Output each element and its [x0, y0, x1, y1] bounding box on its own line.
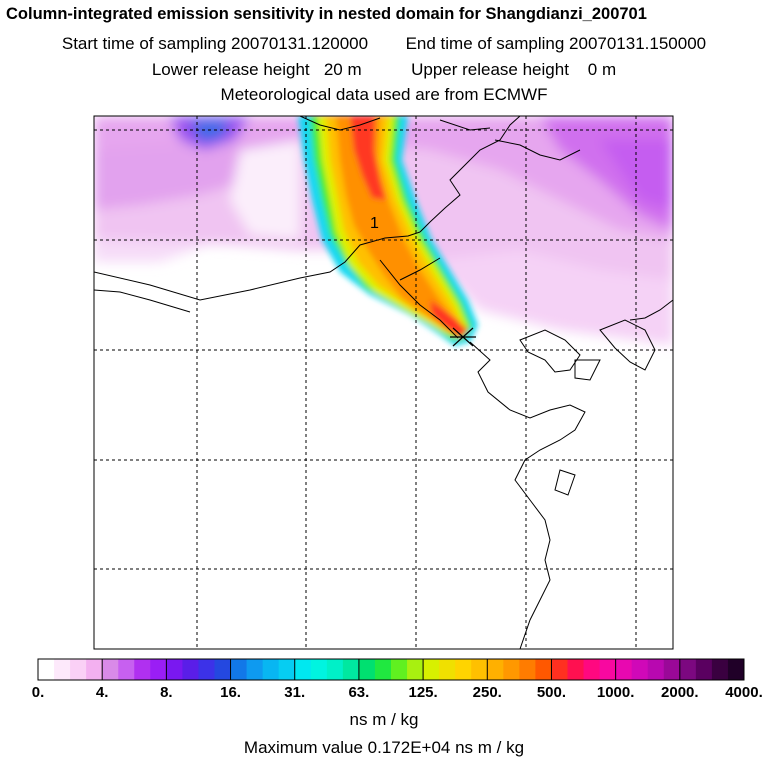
colorbar-cell — [102, 659, 119, 680]
colorbar-tick-label: 0. — [32, 684, 45, 701]
start-time-label: Start time of sampling 20070131.120000 — [61, 34, 369, 53]
colorbar-cell — [391, 659, 408, 680]
colorbar-tick-label: 125. — [408, 684, 437, 701]
colorbar-cell — [198, 659, 215, 680]
colorbar-cell — [423, 659, 440, 680]
x-marker — [450, 327, 476, 347]
colorbar-cell — [647, 659, 665, 680]
colorbar-cell — [455, 659, 472, 680]
met-data-label: Meteorological data used are from ECMWF — [220, 85, 548, 104]
colorbar-cell — [471, 659, 488, 680]
lat-lon-grid — [94, 116, 673, 649]
colorbar-cell — [374, 659, 392, 680]
colorbar-cell — [519, 659, 536, 680]
upper-release-height-label: Upper release height 0 m — [411, 60, 617, 79]
colorbar-cell — [38, 659, 55, 680]
colorbar-cell — [54, 659, 71, 680]
colorbar-cell — [86, 659, 103, 680]
colorbar-cell — [118, 659, 135, 680]
lower-release-height-label: Lower release height 20 m — [151, 60, 362, 79]
colorbar-tick-label: 4000. — [725, 684, 763, 701]
sampling-time-row: Start time of sampling 20070131.120000 E… — [0, 34, 768, 54]
colorbar-cell — [310, 659, 328, 680]
colorbar-cell — [599, 659, 617, 680]
colorbar-tick-label: 2000. — [661, 684, 699, 701]
colorbar-cell — [439, 659, 456, 680]
colorbar-cell — [134, 659, 151, 680]
coastlines-borders — [94, 116, 673, 649]
colorbar-cell — [695, 659, 713, 680]
plot-title: Column-integrated emission sensitivity i… — [6, 5, 647, 23]
colorbar-cell — [166, 659, 183, 680]
sensitivity-field — [94, 116, 673, 649]
colorbar-tick-label: 4. — [96, 684, 109, 701]
colorbar-tick-label: 1000. — [597, 684, 635, 701]
colorbar-cell — [342, 659, 360, 680]
colorbar-cell — [150, 659, 167, 680]
colorbar-cell — [326, 659, 344, 680]
colorbar-tick-label: 250. — [473, 684, 502, 701]
colorbar-cell — [535, 659, 552, 680]
contour-annotation: 1 — [370, 215, 379, 232]
colorbar-cell — [407, 659, 424, 680]
colorbar-cell — [70, 659, 87, 680]
map-frame — [93, 115, 674, 650]
end-time-label: End time of sampling 20070131.150000 — [405, 34, 707, 53]
colorbar-cell — [551, 659, 568, 680]
colorbar-cells — [38, 659, 745, 680]
colorbar-cell — [583, 659, 601, 680]
colorbar-cell — [262, 659, 280, 680]
colorbar-cell — [503, 659, 520, 680]
colorbar-cell — [711, 659, 729, 680]
colorbar-tick-label: 500. — [537, 684, 566, 701]
colorbar-tick-label: 8. — [160, 684, 173, 701]
colorbar-cell — [663, 659, 681, 680]
colorbar-cell — [615, 659, 633, 680]
colorbar-cell — [278, 659, 296, 680]
colorbar-cell — [294, 659, 312, 680]
colorbar-cell — [358, 659, 376, 680]
colorbar-cell — [182, 659, 199, 680]
colorbar-cell — [214, 659, 232, 680]
colorbar-cell — [246, 659, 264, 680]
colorbar-tick-label: 63. — [348, 684, 369, 701]
colorbar-cell — [727, 659, 745, 680]
colorbar-frame — [37, 658, 745, 681]
colorbar-cell — [567, 659, 585, 680]
colorbar-ticks: 0. 4. 8. 16. 31. 63. 125. 250. 500. 1000. 2000. 400… — [32, 659, 763, 701]
colorbar-cell — [487, 659, 504, 680]
colorbar-cell — [631, 659, 649, 680]
colorbar-cell — [679, 659, 697, 680]
colorbar-units: ns m / kg — [349, 710, 419, 729]
colorbar-tick-label: 16. — [220, 684, 241, 701]
colorbar-cell — [230, 659, 248, 680]
release-height-row: Lower release height 20 m Upper release … — [0, 60, 768, 80]
maximum-value-label: Maximum value 0.172E+04 ns m / kg — [243, 738, 525, 757]
colorbar-tick-label: 31. — [284, 684, 305, 701]
